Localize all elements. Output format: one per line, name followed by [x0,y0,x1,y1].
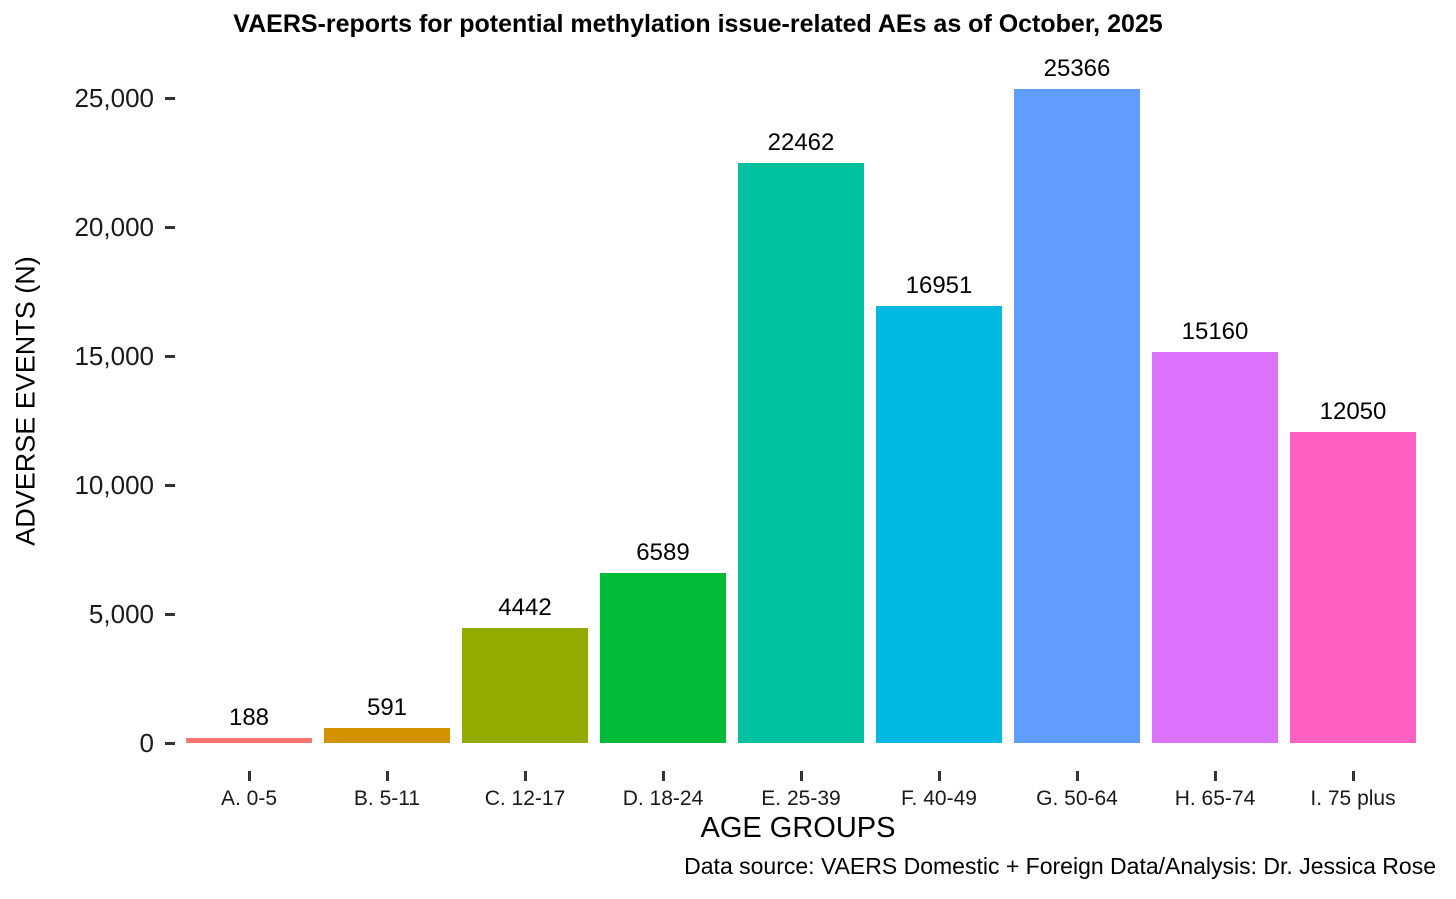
y-axis-tick-mark [165,612,175,616]
bar-f-40-49 [876,305,1002,743]
bar-value-label: 188 [228,704,270,732]
bar-b-5-11 [324,727,450,743]
y-axis-tick-label: 0 [139,728,154,758]
bar-c-12-17 [462,628,588,743]
y-axis-tick-mark [165,96,175,100]
x-axis-tick-mark [661,771,665,781]
chart-caption: Data source: VAERS Domestic + Foreign Da… [684,853,1436,879]
x-axis-tick-mark [799,771,803,781]
bar-value-label: 22462 [767,129,835,157]
x-axis-tick-mark [1075,771,1079,781]
x-axis-tick-label: I. 75 plus [1310,787,1396,810]
y-axis-tick-label: 10,000 [74,470,154,500]
x-axis-tick-label: B. 5-11 [353,787,421,810]
y-axis-tick-mark [165,225,175,229]
bar-value-label: 25366 [1043,54,1111,82]
x-axis-tick-mark [523,771,527,781]
bar-d-18-24 [600,573,726,743]
bar-a-0-5 [186,738,312,743]
y-axis-tick-mark [165,354,175,358]
y-axis-tick-mark [165,741,175,745]
bar-h-65-74 [1152,351,1278,743]
y-axis-tick-label: 20,000 [74,212,154,242]
x-axis-tick-mark [1213,771,1217,781]
x-axis-title: AGE GROUPS [700,812,896,844]
y-axis-tick-label: 25,000 [74,83,154,113]
bar-value-label: 16951 [905,271,973,299]
x-axis-tick-label: A. 0-5 [220,787,278,810]
y-axis-tick-label: 5,000 [88,599,154,629]
x-axis-tick-label: D. 18-24 [622,787,704,810]
bar-value-label: 4442 [498,594,552,622]
x-axis-tick-label: H. 65-74 [1174,787,1256,810]
bar-i-75-plus [1290,432,1416,743]
bar-g-50-64 [1014,88,1140,743]
bar-value-label: 591 [366,693,408,721]
x-axis-tick-label: F. 40-49 [901,787,977,810]
x-axis-tick-label: G. 50-64 [1036,787,1118,810]
x-axis-tick-mark [385,771,389,781]
bar-value-label: 12050 [1319,398,1387,426]
x-axis-tick-label: E. 25-39 [761,787,841,810]
x-axis-tick-mark [1351,771,1355,781]
y-axis-tick-mark [165,483,175,487]
x-axis-tick-mark [247,771,251,781]
x-axis-tick-mark [937,771,941,781]
y-axis-tick-label: 15,000 [74,341,154,371]
chart-title: VAERS-reports for potential methylation … [233,10,1163,38]
bar-value-label: 15160 [1181,317,1249,345]
bar-e-25-39 [738,163,864,743]
bar-value-label: 6589 [636,539,690,566]
x-axis-tick-label: C. 12-17 [484,787,566,810]
